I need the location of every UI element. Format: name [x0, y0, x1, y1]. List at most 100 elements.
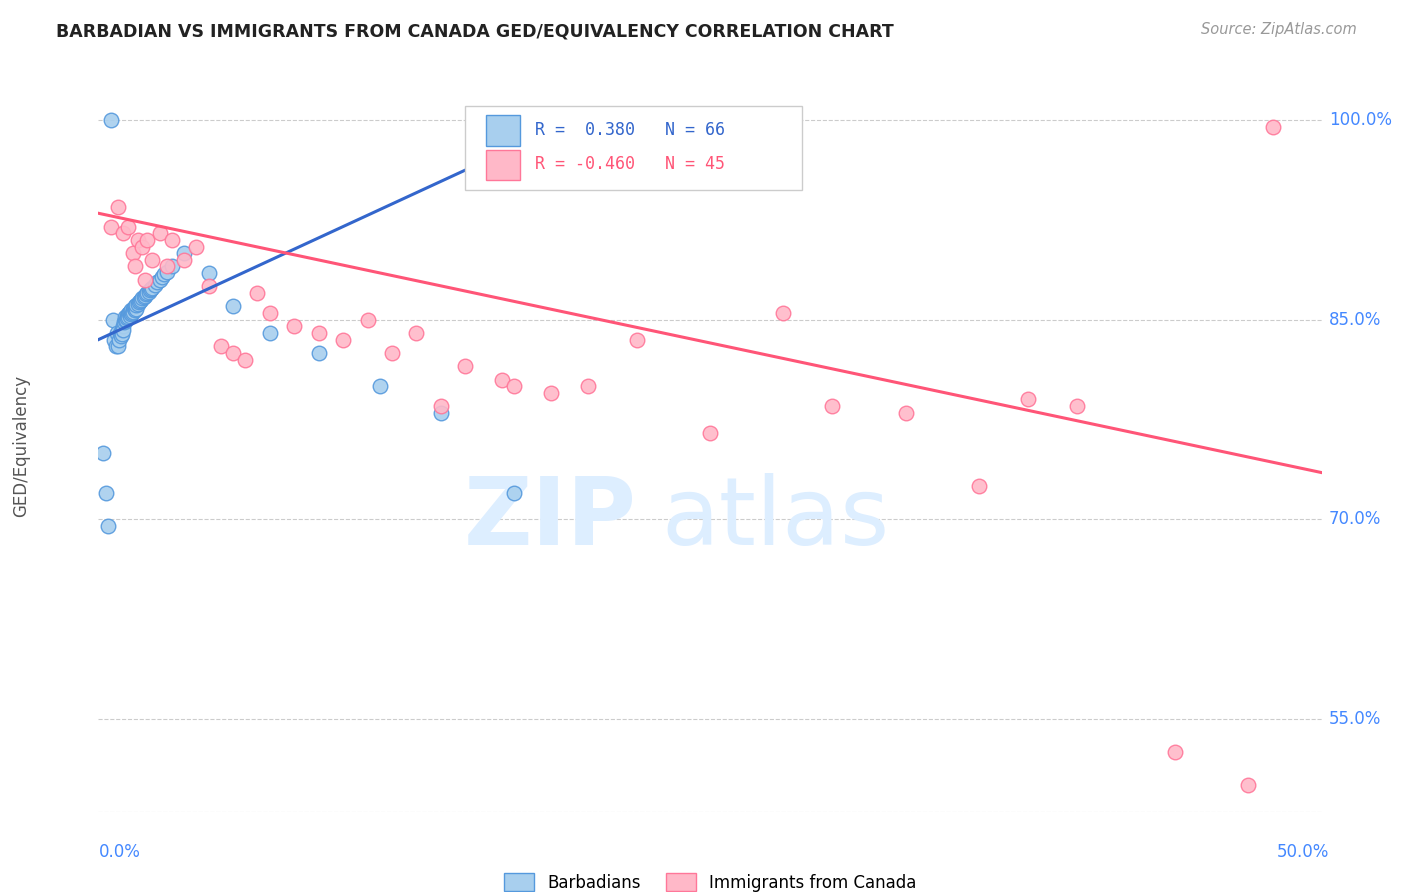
- Text: 70.0%: 70.0%: [1329, 510, 1381, 528]
- Point: [699, 425, 721, 440]
- Point: [121, 301, 143, 316]
- Point: [308, 346, 330, 360]
- Point: [120, 303, 142, 318]
- Point: [128, 295, 150, 310]
- Point: [110, 328, 132, 343]
- Point: [283, 319, 305, 334]
- Point: [233, 352, 256, 367]
- Text: 100.0%: 100.0%: [1329, 112, 1392, 129]
- Point: [368, 379, 391, 393]
- Point: [540, 385, 562, 400]
- Point: [139, 284, 162, 298]
- Point: [153, 268, 176, 282]
- Point: [124, 260, 146, 274]
- Point: [124, 301, 146, 316]
- Point: [112, 323, 135, 337]
- Point: [259, 306, 281, 320]
- Point: [186, 239, 208, 253]
- Point: [246, 286, 269, 301]
- Point: [197, 279, 219, 293]
- Point: [122, 301, 145, 315]
- Point: [120, 307, 142, 321]
- Point: [146, 276, 169, 290]
- Text: 55.0%: 55.0%: [1329, 710, 1381, 728]
- Point: [112, 315, 135, 329]
- Point: [173, 252, 195, 267]
- Point: [150, 270, 173, 285]
- Point: [107, 200, 129, 214]
- Point: [1164, 745, 1187, 759]
- Point: [1237, 778, 1260, 792]
- FancyBboxPatch shape: [465, 106, 801, 190]
- Point: [121, 246, 143, 260]
- Text: R = -0.460   N = 45: R = -0.460 N = 45: [536, 155, 725, 173]
- Legend: Barbadians, Immigrants from Canada: Barbadians, Immigrants from Canada: [498, 866, 922, 892]
- Point: [141, 252, 163, 267]
- Point: [111, 226, 134, 240]
- Point: [139, 282, 162, 296]
- FancyBboxPatch shape: [486, 115, 520, 146]
- Point: [503, 379, 526, 393]
- Point: [160, 260, 183, 274]
- Point: [132, 290, 155, 304]
- Point: [135, 287, 157, 301]
- Point: [308, 326, 330, 340]
- Point: [1017, 392, 1039, 407]
- Point: [209, 339, 232, 353]
- Point: [115, 309, 138, 323]
- Point: [143, 278, 166, 293]
- Point: [134, 273, 156, 287]
- Point: [100, 113, 122, 128]
- Point: [576, 379, 599, 393]
- Point: [222, 346, 245, 360]
- Point: [430, 406, 453, 420]
- Point: [1261, 120, 1284, 134]
- Point: [129, 293, 152, 308]
- Point: [117, 307, 139, 321]
- Point: [576, 106, 599, 120]
- Point: [97, 518, 120, 533]
- Point: [967, 479, 990, 493]
- Point: [108, 333, 131, 347]
- Point: [1066, 399, 1088, 413]
- Point: [149, 273, 172, 287]
- Point: [356, 312, 378, 326]
- Point: [160, 233, 183, 247]
- Point: [141, 281, 163, 295]
- Point: [821, 399, 844, 413]
- Point: [117, 311, 139, 326]
- Point: [100, 219, 122, 234]
- Text: 50.0%: 50.0%: [1277, 843, 1329, 861]
- Point: [104, 339, 127, 353]
- Point: [197, 266, 219, 280]
- Point: [626, 333, 648, 347]
- Point: [131, 292, 153, 306]
- Point: [136, 233, 159, 247]
- Point: [91, 445, 114, 459]
- Point: [125, 298, 148, 312]
- Point: [430, 399, 453, 413]
- Point: [111, 323, 134, 337]
- Point: [114, 310, 136, 324]
- Point: [105, 326, 128, 340]
- Text: 85.0%: 85.0%: [1329, 310, 1381, 328]
- Point: [491, 372, 513, 386]
- Point: [110, 326, 132, 340]
- Point: [111, 319, 134, 334]
- Point: [894, 406, 917, 420]
- Text: Source: ZipAtlas.com: Source: ZipAtlas.com: [1201, 22, 1357, 37]
- Point: [131, 239, 153, 253]
- Point: [134, 289, 156, 303]
- Text: GED/Equivalency: GED/Equivalency: [13, 375, 30, 517]
- Point: [117, 219, 139, 234]
- Point: [136, 286, 159, 301]
- Point: [173, 246, 195, 260]
- Text: 0.0%: 0.0%: [98, 843, 141, 861]
- Text: R =  0.380   N = 66: R = 0.380 N = 66: [536, 121, 725, 139]
- Point: [94, 485, 117, 500]
- Point: [111, 327, 134, 342]
- Point: [114, 312, 136, 326]
- Point: [129, 293, 152, 307]
- Point: [107, 339, 129, 353]
- Point: [117, 310, 139, 324]
